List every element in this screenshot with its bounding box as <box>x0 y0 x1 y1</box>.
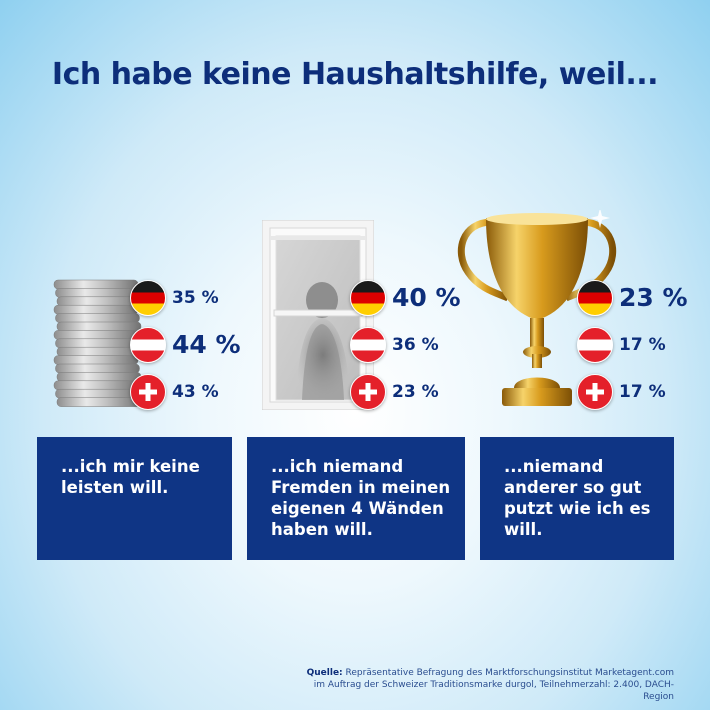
flag-switzerland-icon <box>577 374 613 410</box>
flag-germany-icon <box>130 280 166 316</box>
flag-switzerland-icon <box>130 374 166 410</box>
flag-austria-icon <box>350 327 386 363</box>
percentage-value: 43 % <box>172 382 219 402</box>
coin <box>55 313 140 323</box>
percentage-value: 36 % <box>392 335 439 355</box>
coin <box>55 388 140 399</box>
reason-box: ...niemand anderer so gut putzt wie ich … <box>480 437 674 560</box>
source-note: Quelle: Repräsentative Befragung des Mar… <box>306 668 674 702</box>
percentage-value: 40 % <box>392 283 461 312</box>
coin <box>53 380 139 391</box>
coin <box>55 363 140 374</box>
coin <box>56 372 142 382</box>
percentage-value: 44 % <box>172 330 241 359</box>
coin <box>55 338 140 349</box>
flag-switzerland-icon <box>350 374 386 410</box>
coin <box>56 296 142 307</box>
percentage-value: 23 % <box>392 382 439 402</box>
coin <box>53 330 139 340</box>
coin <box>53 355 139 365</box>
percentage-value: 17 % <box>619 335 666 355</box>
flag-germany-icon <box>350 280 386 316</box>
trophy-icon <box>457 210 617 406</box>
coin-stack-icon <box>53 279 142 407</box>
coin <box>53 304 139 315</box>
reason-box: ...ich mir keine leisten will. <box>37 437 232 560</box>
coin <box>53 279 139 290</box>
percentage-value: 17 % <box>619 382 666 402</box>
page-title: Ich habe keine Haushaltshilfe, weil... <box>51 57 659 92</box>
reason-box: ...ich niemand Fremden in meinen eigenen… <box>247 437 465 560</box>
flag-austria-icon <box>577 327 613 363</box>
percentage-value: 23 % <box>619 283 688 312</box>
coin <box>55 288 140 298</box>
percentage-value: 35 % <box>172 288 219 308</box>
coin <box>56 321 142 332</box>
flag-austria-icon <box>130 327 166 363</box>
coin <box>56 397 142 407</box>
coin <box>56 346 142 357</box>
flag-germany-icon <box>577 280 613 316</box>
